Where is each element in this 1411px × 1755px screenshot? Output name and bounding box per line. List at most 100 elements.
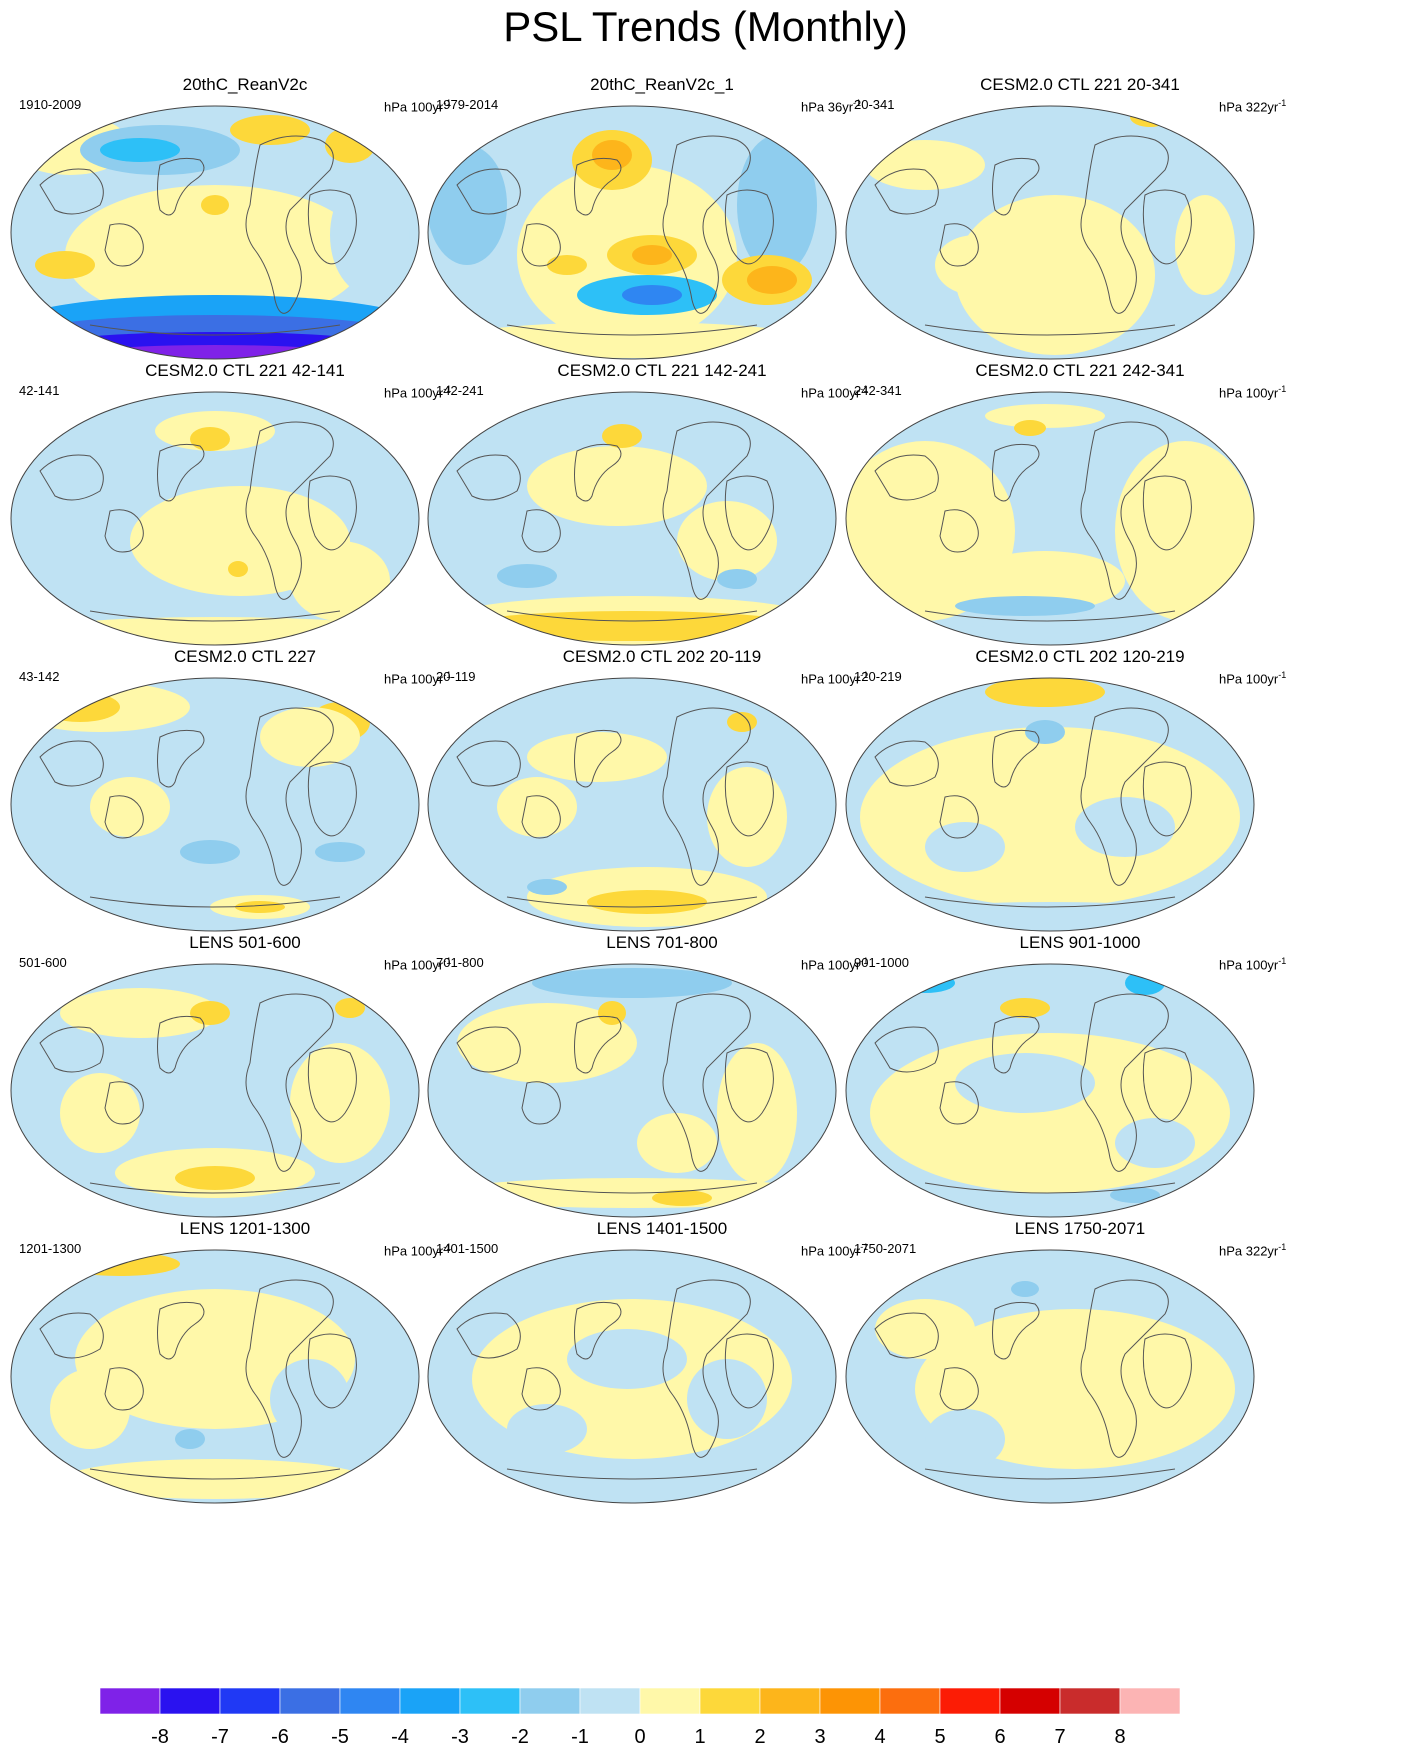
- map-panel: LENS 901-1000 901-1000 hPa 100yr-1: [845, 933, 1315, 1251]
- trend-contour-region: [60, 988, 220, 1038]
- map-panel: LENS 501-600 501-600 hPa 100yr-1: [10, 933, 480, 1251]
- trend-contour-region: [717, 1043, 797, 1183]
- map-panel: LENS 701-800 701-800 hPa 100yr-1: [427, 933, 897, 1251]
- trend-contour-region: [230, 115, 310, 145]
- coastline: [307, 189, 357, 265]
- units-exponent: -1: [1278, 956, 1287, 966]
- panel-title: CESM2.0 CTL 221 42-141: [145, 361, 345, 380]
- panel-title: LENS 901-1000: [1019, 933, 1141, 952]
- coastline: [1142, 189, 1192, 265]
- globe-map: [845, 105, 1255, 360]
- trend-contour-region: [955, 195, 1155, 355]
- colorbar-tick-label: 3: [814, 1726, 826, 1748]
- units-exponent: -1: [443, 956, 452, 966]
- colorbar-tick-label: 6: [994, 1726, 1006, 1748]
- coastline: [307, 761, 357, 837]
- trend-contour-region: [462, 611, 802, 641]
- trend-contour-region: [100, 138, 180, 162]
- panel-period-label: 501-600: [19, 955, 67, 970]
- coastline: [924, 610, 1176, 622]
- coastline: [245, 421, 334, 600]
- coastline: [506, 896, 758, 908]
- trend-contour-region: [1115, 441, 1254, 621]
- trend-contour-region: [870, 626, 1230, 645]
- coastline: [1080, 707, 1169, 886]
- globe-map: [427, 391, 837, 646]
- colorbar-box: [159, 1688, 221, 1714]
- coastline: [104, 795, 144, 839]
- trend-contour-region: [955, 596, 1095, 616]
- units-exponent: -1: [1278, 670, 1287, 680]
- units-text: hPa 100yr: [384, 99, 444, 115]
- trend-contour-region: [632, 245, 672, 265]
- globe-outline: [845, 391, 1255, 646]
- units-text: hPa 100yr: [1219, 385, 1279, 401]
- trend-contour-region: [457, 1003, 637, 1083]
- trend-contour-region: [1014, 420, 1046, 436]
- globe-outline: [427, 963, 837, 1218]
- units-text: hPa 322yr: [1219, 99, 1279, 115]
- colorbar-box: [999, 1688, 1061, 1714]
- coastline: [521, 509, 561, 553]
- globe-map: [845, 1249, 1255, 1504]
- colorbar-tick-label: -4: [391, 1726, 409, 1748]
- trend-contour-region: [865, 140, 985, 190]
- panel-period-label: 120-219: [854, 669, 902, 684]
- globe-outline: [427, 391, 837, 646]
- colorbar: [100, 1688, 1180, 1714]
- coastline: [662, 993, 751, 1172]
- trend-contour-region: [325, 127, 375, 163]
- coastline: [992, 1015, 1040, 1074]
- trend-contour-region: [622, 285, 682, 305]
- globe-outline: [10, 963, 420, 1218]
- panel-units-label: hPa 100yr-1: [1219, 381, 1286, 401]
- colorbar-tick-label: -2: [511, 1726, 529, 1748]
- colorbar-tick-label: -8: [151, 1726, 169, 1748]
- globe-map: [10, 105, 420, 360]
- coastline: [104, 509, 144, 553]
- trend-contour-region: [65, 185, 365, 325]
- trend-contour-region: [677, 501, 777, 581]
- trend-contour-region: [1110, 1187, 1160, 1203]
- panel-period-label: 701-800: [436, 955, 484, 970]
- map-panel: CESM2.0 CTL 221 20-341 20-341 hPa 322yr-1: [845, 75, 1315, 393]
- coastline: [939, 1081, 979, 1125]
- units-text: hPa 100yr: [801, 671, 861, 687]
- units-exponent: -1: [1278, 384, 1287, 394]
- map-panel: CESM2.0 CTL 202 120-219 120-219 hPa 100yr-…: [845, 647, 1315, 965]
- coastline: [89, 1468, 341, 1480]
- units-exponent: -1: [443, 670, 452, 680]
- map-panel: CESM2.0 CTL 221 42-141 42-141 hPa 100yr-1: [10, 361, 480, 679]
- coastline: [1080, 421, 1169, 600]
- coastline: [874, 168, 939, 215]
- trend-contour-region: [1175, 195, 1235, 295]
- globe-map: [10, 963, 420, 1218]
- trend-contour-region: [497, 564, 557, 588]
- map-panel: 20thC_ReanV2c 1910-2009 hPa 100yr-1: [10, 75, 480, 393]
- trend-contour-region: [462, 1477, 802, 1501]
- coastline: [939, 795, 979, 839]
- trend-contour-region: [747, 266, 797, 294]
- globe-map: [845, 391, 1255, 646]
- globe-outline: [845, 677, 1255, 932]
- trend-contour-region: [228, 561, 248, 577]
- panel-title: CESM2.0 CTL 221 142-241: [557, 361, 767, 380]
- panel-title: CESM2.0 CTL 202 120-219: [975, 647, 1185, 666]
- coastline: [1142, 1333, 1192, 1409]
- trend-contour-region: [687, 1359, 767, 1439]
- globe-outline: [845, 963, 1255, 1218]
- panel-period-label: 43-142: [19, 669, 60, 684]
- coastline: [574, 1301, 622, 1360]
- colorbar-box: [819, 1688, 881, 1714]
- units-exponent: -1: [860, 956, 869, 966]
- figure-title: PSL Trends (Monthly): [503, 3, 908, 50]
- units-text: hPa 322yr: [1219, 1243, 1279, 1259]
- trend-contour-region: [875, 1299, 975, 1359]
- trend-contour-region: [35, 251, 95, 279]
- coastline: [924, 1182, 1176, 1194]
- trend-contour-region: [50, 1369, 130, 1449]
- units-text: hPa 100yr: [801, 1243, 861, 1259]
- trend-contour-region: [60, 1073, 140, 1153]
- trend-contour-region: [180, 840, 240, 864]
- globe-outline: [845, 1249, 1255, 1504]
